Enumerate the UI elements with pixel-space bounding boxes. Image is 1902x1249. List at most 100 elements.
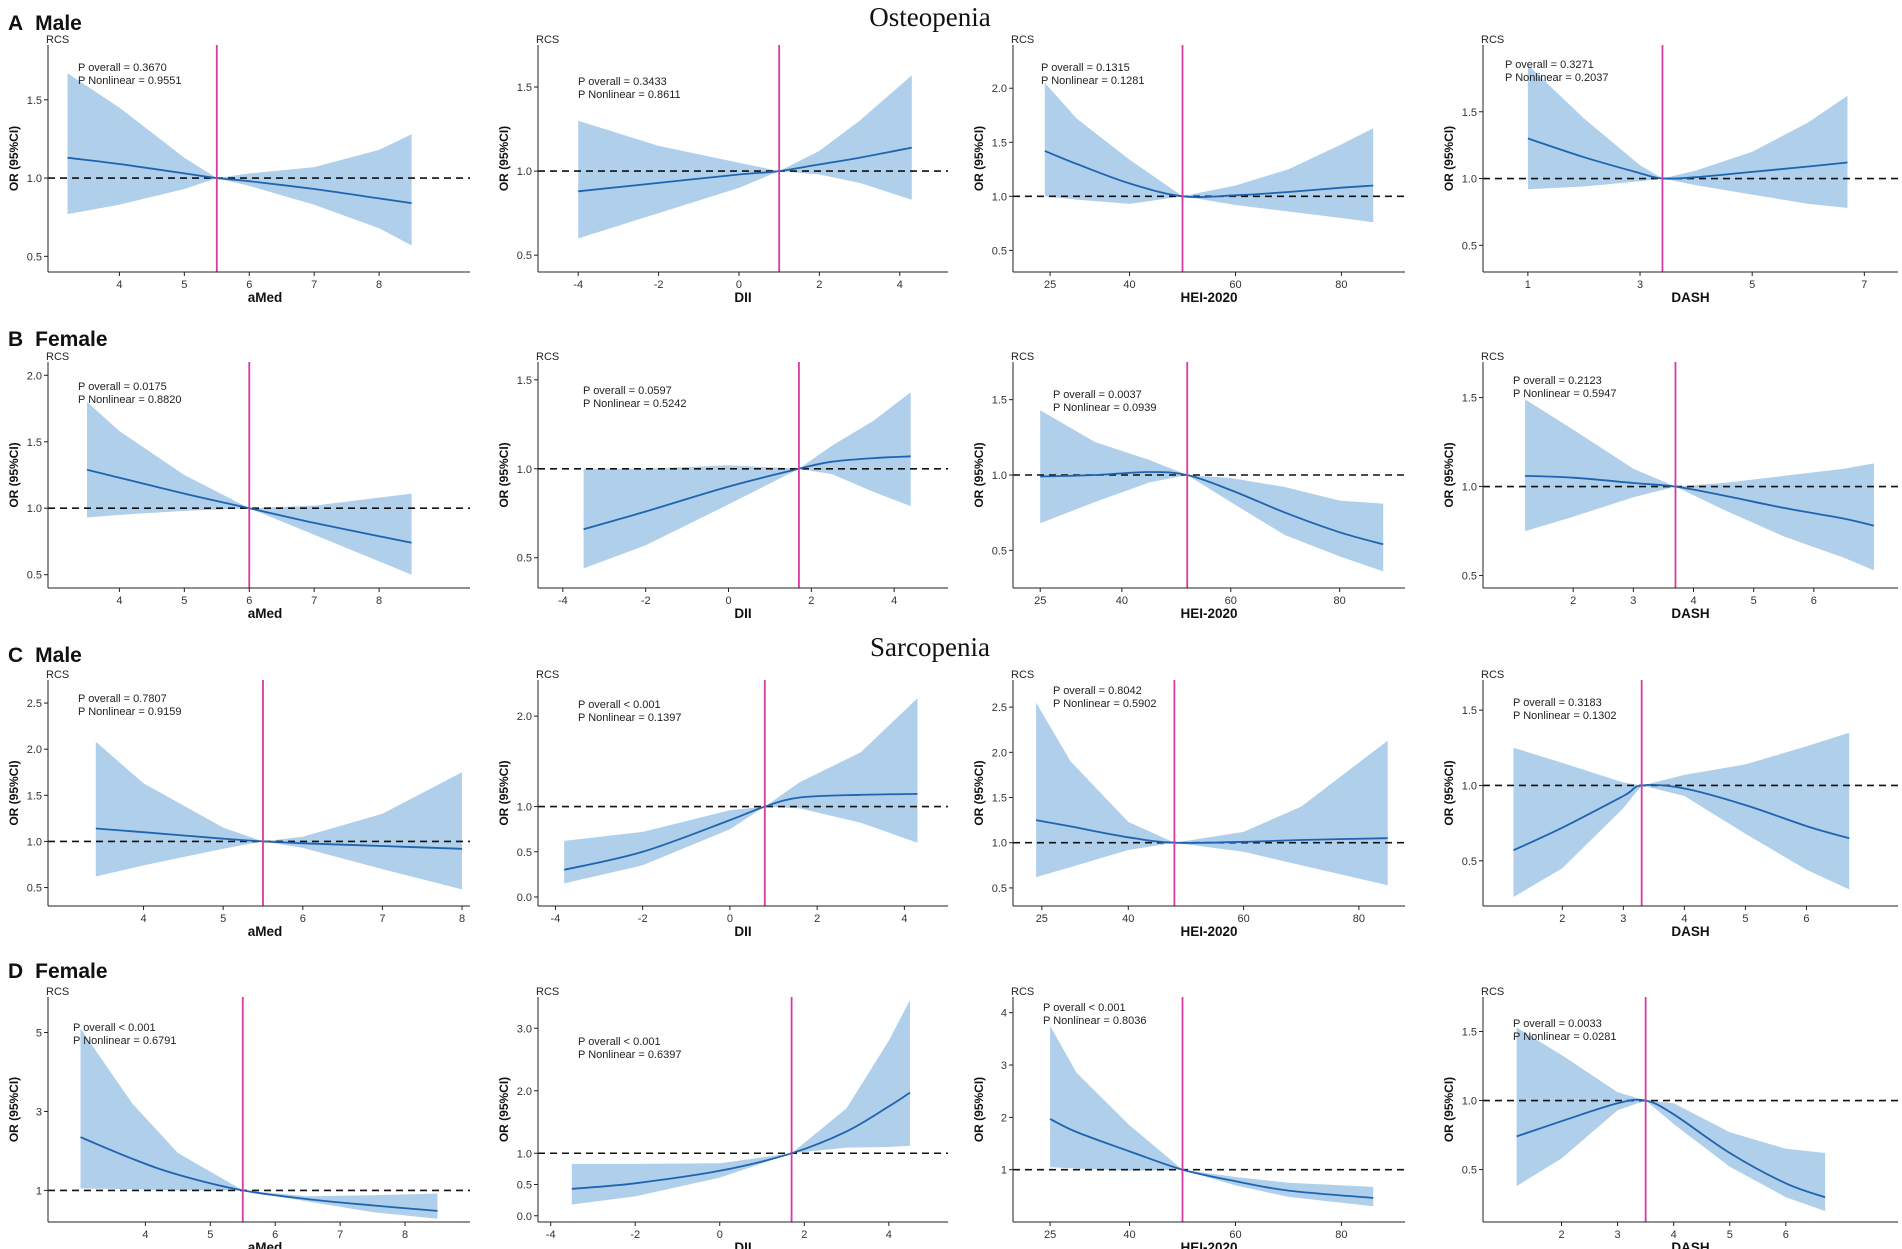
x-tick-label: 3 (1615, 1229, 1621, 1241)
p-nonlinear-label: P Nonlinear = 0.8611 (578, 89, 681, 101)
y-tick-label: 0.5 (992, 883, 1007, 895)
x-tick-label: 3 (1637, 279, 1643, 291)
p-nonlinear-label: P Nonlinear = 0.1281 (1041, 75, 1144, 87)
panel-title: RCS (1481, 351, 1504, 363)
p-overall-label: P overall = 0.0597 (583, 385, 672, 397)
x-tick-label: 2 (801, 1229, 807, 1241)
row-A-label: A Male (8, 12, 82, 35)
p-nonlinear-label: P Nonlinear = 0.0281 (1513, 1031, 1616, 1043)
x-tick-label: 2 (808, 595, 814, 607)
y-tick-label: 0.5 (1462, 1165, 1477, 1177)
x-tick-label: 25 (1044, 279, 1056, 291)
y-tick-label: 0.5 (517, 553, 532, 565)
p-overall-label: P overall = 0.2123 (1513, 375, 1602, 387)
x-tick-label: 40 (1116, 595, 1128, 607)
x-axis-title: DASH (1671, 1240, 1709, 1249)
x-tick-label: 60 (1237, 913, 1249, 925)
p-overall-label: P overall = 0.3670 (78, 62, 167, 74)
p-overall-label: P overall = 0.0033 (1513, 1018, 1602, 1030)
x-tick-label: 6 (272, 1229, 278, 1241)
p-overall-label: P overall = 0.0037 (1053, 389, 1142, 401)
y-tick-label: 2.5 (27, 698, 42, 710)
or-curve (67, 156, 412, 204)
x-tick-label: -2 (654, 279, 664, 291)
y-tick-label: 1.0 (992, 838, 1007, 850)
panel-title: RCS (1481, 986, 1504, 998)
ci-band (1513, 732, 1850, 897)
x-tick-label: 80 (1334, 595, 1346, 607)
y-axis-title: OR (95%CI) (1442, 126, 1456, 191)
x-tick-label: 1 (1525, 279, 1531, 291)
panel-D-2: -4 -2 0 2 4 0.0 0.5 1.0 2.0 3.0 DII OR (95%CI) RCS P … (497, 986, 948, 1249)
x-tick-label: 5 (181, 279, 187, 291)
y-axis-title: OR (95%CI) (1442, 1077, 1456, 1142)
x-tick-label: 0 (717, 1229, 723, 1241)
x-tick-label: 40 (1123, 1229, 1135, 1241)
p-overall-label: P overall < 0.001 (578, 699, 661, 711)
x-tick-label: 5 (1749, 279, 1755, 291)
p-nonlinear-label: P Nonlinear = 0.6397 (578, 1049, 681, 1061)
x-tick-label: 2 (816, 279, 822, 291)
y-tick-label: 1.5 (1462, 393, 1477, 405)
x-axis-title: aMed (248, 1240, 283, 1249)
panel-title: RCS (536, 34, 559, 46)
y-tick-label: 2 (1001, 1112, 1007, 1124)
panel-title: RCS (536, 351, 559, 363)
y-tick-label: 0.5 (992, 545, 1007, 557)
x-axis-title: aMed (248, 606, 283, 621)
x-tick-label: 4 (142, 1229, 148, 1241)
x-tick-label: 80 (1335, 279, 1347, 291)
x-tick-label: 8 (376, 279, 382, 291)
x-tick-label: 4 (1671, 1229, 1677, 1241)
y-tick-label: 1.0 (517, 1148, 532, 1160)
or-curve (1040, 471, 1384, 546)
y-tick-label: 2.0 (27, 370, 42, 382)
panel-title: RCS (1011, 986, 1034, 998)
y-tick-label: 1.5 (517, 375, 532, 387)
panel-title: RCS (1011, 351, 1034, 363)
y-tick-label: 3 (36, 1106, 42, 1118)
x-tick-label: 5 (1742, 913, 1748, 925)
x-tick-label: 5 (1751, 595, 1757, 607)
p-nonlinear-label: P Nonlinear = 0.6791 (73, 1035, 176, 1047)
row-D-id: D (8, 960, 23, 983)
p-overall-label: P overall = 0.8042 (1053, 685, 1142, 697)
y-tick-label: 1.5 (1462, 705, 1477, 717)
y-tick-label: 0.0 (517, 892, 532, 904)
ci-band (564, 698, 918, 884)
panel-B-1: 4 5 6 7 8 0.5 1.0 1.5 2.0 aMed OR (95%CI) RCS P over… (7, 351, 470, 621)
x-tick-label: 4 (140, 913, 146, 925)
panel-C-4: 2 3 4 5 6 0.5 1.0 1.5 DASH OR (95%CI) RCS P overall… (1442, 669, 1898, 939)
y-axis-title: OR (95%CI) (7, 126, 21, 191)
y-tick-label: 2.0 (992, 747, 1007, 759)
y-tick-label: 1.5 (27, 437, 42, 449)
x-tick-label: 2 (1558, 1229, 1564, 1241)
y-tick-label: 5 (36, 1028, 42, 1040)
x-axis-title: DII (734, 924, 751, 939)
panel-A-3: 25 40 60 80 0.5 1.0 1.5 2.0 HEI-2020 OR (95%CI) RC… (972, 34, 1405, 305)
y-tick-label: 2.0 (992, 83, 1007, 95)
or-curve (563, 793, 918, 871)
y-axis-title: OR (95%CI) (972, 126, 986, 191)
y-tick-label: 0.5 (1462, 240, 1477, 252)
panel-title: RCS (46, 986, 69, 998)
y-tick-label: 0.5 (1462, 856, 1477, 868)
y-tick-label: 1.5 (992, 137, 1007, 149)
panel-title: RCS (1481, 669, 1504, 681)
y-tick-label: 0.5 (27, 251, 42, 263)
or-curve (583, 455, 911, 531)
x-tick-label: 3 (1630, 595, 1636, 607)
x-axis-title: HEI-2020 (1180, 924, 1237, 939)
panel-C-1: 4 5 6 7 8 0.5 1.0 1.5 2.0 2.5 aMed OR (95%CI) RCS P o… (7, 669, 470, 939)
p-nonlinear-label: P Nonlinear = 0.9551 (78, 75, 181, 87)
y-tick-label: 0.5 (992, 245, 1007, 257)
y-tick-label: 1.0 (517, 802, 532, 814)
x-axis-title: HEI-2020 (1180, 1240, 1237, 1249)
x-tick-label: 8 (459, 913, 465, 925)
p-nonlinear-label: P Nonlinear = 0.8820 (78, 394, 181, 406)
p-nonlinear-label: P Nonlinear = 0.9159 (78, 706, 181, 718)
row-A-sex: Male (35, 12, 82, 35)
x-tick-label: 5 (1727, 1229, 1733, 1241)
x-tick-label: 7 (337, 1229, 343, 1241)
x-axis-title: DASH (1671, 606, 1709, 621)
